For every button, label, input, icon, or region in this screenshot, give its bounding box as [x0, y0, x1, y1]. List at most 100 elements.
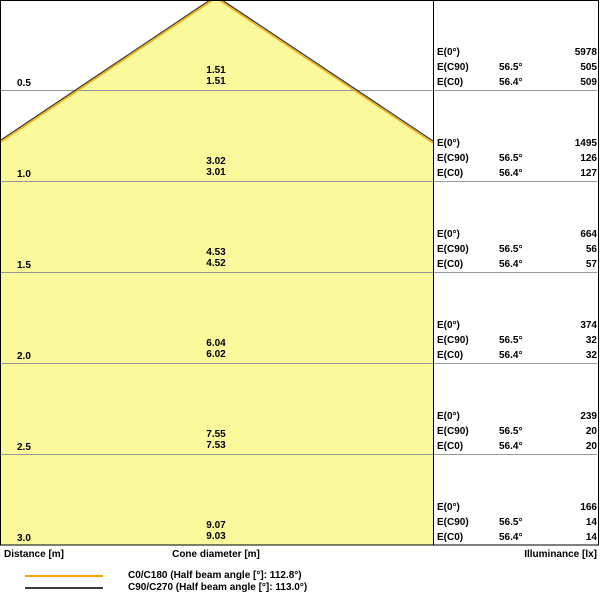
- ec0-label: E(C0): [437, 168, 464, 179]
- legend: C0/C180 (Half beam angle [°]: 112.8°) C9…: [25, 570, 307, 594]
- illuminance-table: E(0°) 1495 E(C90) 56.5° 126 E(C0) 56.4° …: [437, 136, 597, 181]
- legend-line-c0-icon: [25, 575, 103, 577]
- e0-value: 166: [580, 502, 597, 513]
- illuminance-row-e0: E(0°) 664: [437, 227, 597, 242]
- ec0-value: 127: [580, 168, 597, 179]
- illuminance-row-ec90: E(C90) 56.5° 505: [437, 60, 597, 75]
- x-axis-label-illuminance: Illuminance [lx]: [524, 549, 597, 560]
- cone-edge-c0-line: [0, 0, 434, 144]
- ec90-label: E(C90): [437, 335, 469, 346]
- cone-diameter-c0: 4.52: [206, 258, 226, 269]
- ec0-angle: 56.4°: [499, 168, 523, 179]
- e0-angle: [499, 136, 551, 151]
- ec90-value: 14: [585, 517, 597, 528]
- distance-label: 0.5: [17, 78, 31, 89]
- e0-value: 239: [580, 411, 597, 422]
- ec90-angle: 56.5°: [499, 335, 523, 346]
- illuminance-row-ec90: E(C90) 56.5° 126: [437, 151, 597, 166]
- legend-line-c90-icon: [25, 587, 103, 589]
- illuminance-row-ec0: E(C0) 56.4° 509: [437, 75, 597, 90]
- x-axis-label-cone-diameter: Cone diameter [m]: [172, 549, 260, 560]
- e0-value: 5978: [574, 47, 597, 58]
- e0-label: E(0°): [437, 411, 460, 422]
- distance-label: 1.0: [17, 169, 31, 180]
- illuminance-table: E(0°) 166 E(C90) 56.5° 14 E(C0) 56.4° 14: [437, 500, 597, 545]
- cone-diameter-c0: 7.53: [206, 440, 226, 451]
- ec90-value: 20: [585, 426, 597, 437]
- e0-angle: [499, 409, 551, 424]
- legend-item-c90-c270: C90/C270 (Half beam angle [°]: 113.0°): [25, 582, 307, 594]
- ec0-value: 57: [585, 259, 597, 270]
- cone-diameter-values: 7.55 7.53: [166, 429, 266, 451]
- legend-label-c0: C0/C180 (Half beam angle [°]: 112.8°): [128, 570, 302, 581]
- distance-gridlines: [1, 90, 597, 455]
- cone-diameter-c0: 6.02: [206, 349, 226, 360]
- ec0-label: E(C0): [437, 350, 464, 361]
- cone-diameter-values: 3.02 3.01: [166, 156, 266, 178]
- illuminance-row-ec0: E(C0) 56.4° 32: [437, 348, 597, 363]
- ec90-angle: 56.5°: [499, 426, 523, 437]
- cone-diameter-c90: 6.04: [206, 338, 226, 349]
- e0-label: E(0°): [437, 47, 460, 58]
- e0-label: E(0°): [437, 229, 460, 240]
- e0-value: 374: [580, 320, 597, 331]
- illuminance-row-e0: E(0°) 374: [437, 318, 597, 333]
- ec90-label: E(C90): [437, 517, 469, 528]
- ec90-value: 32: [585, 335, 597, 346]
- illuminance-row-ec90: E(C90) 56.5° 14: [437, 515, 597, 530]
- e0-label: E(0°): [437, 138, 460, 149]
- cone-diameter-c90: 1.51: [206, 65, 226, 76]
- ec90-value: 126: [580, 153, 597, 164]
- e0-value: 664: [580, 229, 597, 240]
- ec0-angle: 56.4°: [499, 532, 523, 543]
- ec0-label: E(C0): [437, 441, 464, 452]
- cone-diameter-c90: 9.07: [206, 520, 226, 531]
- illuminance-table: E(0°) 374 E(C90) 56.5° 32 E(C0) 56.4° 32: [437, 318, 597, 363]
- cone-diameter-c90: 3.02: [206, 156, 226, 167]
- illuminance-row-e0: E(0°) 1495: [437, 136, 597, 151]
- cone-diameter-c0: 9.03: [206, 531, 226, 542]
- illuminance-row-ec0: E(C0) 56.4° 127: [437, 166, 597, 181]
- e0-label: E(0°): [437, 502, 460, 513]
- x-axis-label-distance: Distance [m]: [4, 549, 65, 560]
- e0-label: E(0°): [437, 320, 460, 331]
- distance-label: 2.0: [17, 351, 31, 362]
- cone-diameter-values: 9.07 9.03: [166, 520, 266, 542]
- e0-angle: [499, 227, 551, 242]
- legend-label-c90: C90/C270 (Half beam angle [°]: 113.0°): [128, 582, 308, 593]
- ec0-value: 14: [585, 532, 597, 543]
- cone-row-2.0m: 2.0 6.04 6.02 E(0°) 374 E(C90) 56.5° 32 …: [0, 317, 600, 363]
- cone-row-0.5m: 0.5 1.51 1.51 E(0°) 5978 E(C90) 56.5° 50…: [0, 44, 600, 90]
- ec90-angle: 56.5°: [499, 153, 523, 164]
- ec90-angle: 56.5°: [499, 517, 523, 528]
- cone-edge-c90-line: [0, 0, 434, 142]
- ec0-label: E(C0): [437, 259, 464, 270]
- illuminance-row-ec0: E(C0) 56.4° 14: [437, 530, 597, 545]
- ec90-label: E(C90): [437, 426, 469, 437]
- illuminance-row-e0: E(0°) 5978: [437, 45, 597, 60]
- ec90-label: E(C90): [437, 153, 469, 164]
- e0-angle: [499, 500, 551, 515]
- ec0-value: 509: [580, 77, 597, 88]
- illuminance-row-ec90: E(C90) 56.5° 56: [437, 242, 597, 257]
- cone-row-3.0m: 3.0 9.07 9.03 E(0°) 166 E(C90) 56.5° 14 …: [0, 499, 600, 545]
- e0-angle: [499, 45, 551, 60]
- distance-label: 3.0: [17, 533, 31, 544]
- cone-row-2.5m: 2.5 7.55 7.53 E(0°) 239 E(C90) 56.5° 20 …: [0, 408, 600, 454]
- illuminance-table: E(0°) 664 E(C90) 56.5° 56 E(C0) 56.4° 57: [437, 227, 597, 272]
- cone-diameter-c0: 3.01: [206, 167, 226, 178]
- chart-border: [0, 0, 599, 546]
- ec0-value: 32: [585, 350, 597, 361]
- cone-diameter-c90: 7.55: [206, 429, 226, 440]
- cone-diameter-values: 4.53 4.52: [166, 247, 266, 269]
- ec90-angle: 56.5°: [499, 62, 523, 73]
- cone-row-1.0m: 1.0 3.02 3.01 E(0°) 1495 E(C90) 56.5° 12…: [0, 135, 600, 181]
- illuminance-row-ec0: E(C0) 56.4° 20: [437, 439, 597, 454]
- cone-diameter-values: 1.51 1.51: [166, 65, 266, 87]
- distance-label: 2.5: [17, 442, 31, 453]
- illuminance-row-e0: E(0°) 239: [437, 409, 597, 424]
- ec0-angle: 56.4°: [499, 441, 523, 452]
- illuminance-row-ec90: E(C90) 56.5° 20: [437, 424, 597, 439]
